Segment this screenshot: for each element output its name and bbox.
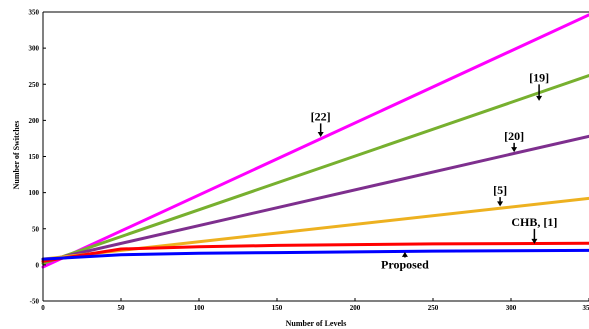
x-tick-label: 50	[118, 304, 126, 312]
x-axis-title: Number of Levels	[286, 319, 347, 328]
x-tick-label: 250	[428, 304, 439, 312]
x-tick-label: 35	[583, 304, 589, 312]
annotation-arrowhead-22	[317, 131, 324, 137]
annotation-label-chb-1: CHB, [1]	[511, 215, 557, 229]
ticks-layer: 0 50 100 150 200 250 300 35-5005010015020025030…	[29, 9, 589, 312]
series-line-chb-1	[41, 241, 589, 263]
series-line-19	[41, 74, 589, 265]
annotation-arrowhead-20	[511, 147, 518, 153]
annotation-label-20: [20]	[504, 129, 524, 143]
y-tick-label: -50	[30, 298, 40, 306]
y-tick-label: 350	[29, 9, 40, 17]
series-layer	[41, 13, 589, 269]
annotations-layer: [22] [19] [20] [5] CHB, [1] Proposed	[311, 70, 558, 271]
annotation-arrowhead-19	[536, 95, 543, 101]
y-tick-label: 300	[29, 45, 40, 53]
y-tick-label: 250	[29, 81, 40, 89]
y-tick-label: 100	[29, 189, 40, 197]
y-tick-label: 150	[29, 153, 40, 161]
x-tick-label: 100	[194, 304, 205, 312]
annotation-label-5: [5]	[493, 183, 507, 197]
y-tick-label: 200	[29, 117, 40, 125]
annotation-label-22: [22]	[311, 109, 331, 123]
y-axis-title: Number of Switches	[12, 121, 21, 190]
x-tick-label: 0	[41, 304, 45, 312]
y-tick-label: 50	[32, 225, 40, 233]
y-tick-label: 0	[36, 261, 40, 269]
x-tick-label: 300	[506, 304, 517, 312]
series-line-20	[41, 134, 589, 263]
x-tick-label: 150	[272, 304, 283, 312]
series-line-proposed	[41, 248, 589, 261]
series-line-22	[41, 13, 589, 269]
annotation-arrowhead-5	[497, 201, 504, 207]
annotation-label-proposed: Proposed	[381, 257, 429, 271]
annotation-arrowhead-proposed	[401, 251, 408, 257]
annotation-label-19: [19]	[529, 70, 549, 84]
x-tick-label: 200	[350, 304, 361, 312]
annotation-arrowhead-chb-1	[531, 238, 538, 244]
